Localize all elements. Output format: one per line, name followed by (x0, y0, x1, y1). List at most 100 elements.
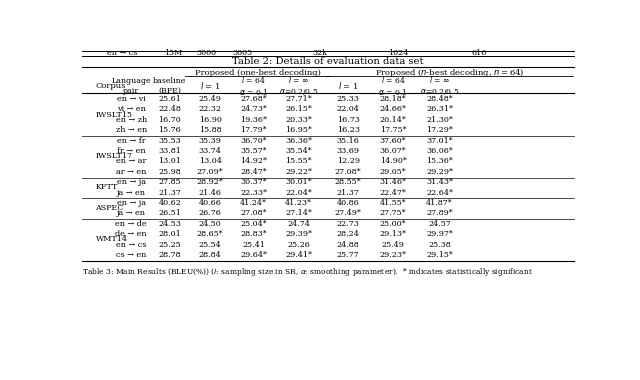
Text: 36.07*: 36.07* (380, 147, 406, 155)
Text: 35.54*: 35.54* (285, 147, 312, 155)
Text: 21.37: 21.37 (159, 188, 181, 196)
Text: 16.95*: 16.95* (285, 126, 312, 134)
Text: 13.04: 13.04 (199, 157, 221, 165)
Text: zh → en: zh → en (116, 126, 147, 134)
Text: WMT14: WMT14 (95, 235, 127, 243)
Text: 21.30*: 21.30* (426, 116, 453, 124)
Text: 17.79*: 17.79* (240, 126, 267, 134)
Text: 24.57: 24.57 (428, 220, 451, 228)
Text: Language
pair: Language pair (111, 77, 151, 95)
Text: 35.16: 35.16 (337, 137, 360, 145)
Text: 16.73: 16.73 (337, 116, 360, 124)
Text: en → fr: en → fr (117, 137, 145, 145)
Text: 40.62: 40.62 (159, 199, 181, 207)
Text: IWSLT17: IWSLT17 (95, 152, 132, 160)
Text: 28.47*: 28.47* (240, 168, 267, 176)
Text: 3000: 3000 (196, 49, 216, 57)
Text: 35.53: 35.53 (159, 137, 181, 145)
Text: 33.81: 33.81 (159, 147, 181, 155)
Text: 30.01*: 30.01* (285, 178, 312, 186)
Text: en → ja: en → ja (116, 199, 146, 207)
Text: 29.41*: 29.41* (285, 251, 312, 259)
Text: 25.98: 25.98 (159, 168, 181, 176)
Text: 24.53: 24.53 (159, 220, 181, 228)
Text: de → en: de → en (115, 230, 147, 238)
Text: en → cs: en → cs (108, 49, 138, 57)
Text: 31.43*: 31.43* (426, 178, 453, 186)
Text: 41.55*: 41.55* (380, 199, 406, 207)
Text: 15M: 15M (164, 49, 182, 57)
Text: 22.04*: 22.04* (285, 188, 312, 196)
Text: $l$ = 64
$\alpha$ = 0.1: $l$ = 64 $\alpha$ = 0.1 (378, 74, 408, 97)
Text: 36.36*: 36.36* (285, 137, 312, 145)
Text: 26.31*: 26.31* (426, 106, 453, 114)
Text: 25.26: 25.26 (287, 241, 310, 249)
Text: 14.90*: 14.90* (380, 157, 406, 165)
Text: 27.89*: 27.89* (426, 209, 453, 217)
Text: 40.66: 40.66 (199, 199, 221, 207)
Text: 21.46: 21.46 (198, 188, 221, 196)
Text: 25.00*: 25.00* (380, 220, 406, 228)
Text: 27.08*: 27.08* (240, 209, 267, 217)
Text: 27.09*: 27.09* (197, 168, 223, 176)
Text: $l$ = $\infty$
$\alpha$=0.2/0.5: $l$ = $\infty$ $\alpha$=0.2/0.5 (279, 74, 318, 97)
Text: 28.55*: 28.55* (335, 178, 362, 186)
Text: en → zh: en → zh (116, 116, 147, 124)
Text: 22.47*: 22.47* (380, 188, 406, 196)
Text: 25.33: 25.33 (337, 95, 360, 103)
Text: 22.32: 22.32 (198, 106, 221, 114)
Text: 29.05*: 29.05* (380, 168, 406, 176)
Text: 14.92*: 14.92* (240, 157, 267, 165)
Text: 22.33*: 22.33* (240, 188, 267, 196)
Text: 15.76: 15.76 (159, 126, 181, 134)
Text: 28.18*: 28.18* (380, 95, 406, 103)
Text: 30.37*: 30.37* (240, 178, 267, 186)
Text: 29.22*: 29.22* (285, 168, 312, 176)
Text: 24.66*: 24.66* (380, 106, 406, 114)
Text: en → ar: en → ar (116, 157, 147, 165)
Text: 28.92*: 28.92* (196, 178, 223, 186)
Text: 29.15*: 29.15* (426, 251, 453, 259)
Text: ar → en: ar → en (116, 168, 147, 176)
Text: 29.29*: 29.29* (426, 168, 453, 176)
Text: 15.88: 15.88 (199, 126, 221, 134)
Text: en → de: en → de (115, 220, 147, 228)
Text: en → ja: en → ja (116, 178, 146, 186)
Text: 15.36*: 15.36* (426, 157, 453, 165)
Text: 20.14*: 20.14* (380, 116, 406, 124)
Text: 27.68*: 27.68* (240, 95, 267, 103)
Text: $l$ = 1: $l$ = 1 (338, 80, 358, 91)
Text: 25.38: 25.38 (428, 241, 451, 249)
Text: 16.70: 16.70 (159, 116, 181, 124)
Text: 25.04*: 25.04* (240, 220, 267, 228)
Text: 12.29: 12.29 (337, 157, 360, 165)
Text: 26.15*: 26.15* (285, 106, 312, 114)
Text: 26.76: 26.76 (199, 209, 221, 217)
Text: 25.49: 25.49 (199, 95, 221, 103)
Text: 27.08*: 27.08* (335, 168, 362, 176)
Text: 28.24: 28.24 (337, 230, 360, 238)
Text: vi → en: vi → en (116, 106, 145, 114)
Text: 28.83*: 28.83* (240, 230, 267, 238)
Text: 17.29*: 17.29* (426, 126, 453, 134)
Text: cs → en: cs → en (116, 251, 147, 259)
Text: 27.71*: 27.71* (285, 95, 312, 103)
Text: 27.49*: 27.49* (335, 209, 362, 217)
Text: $l$ = $\infty$
$\alpha$=0.2/0.5: $l$ = $\infty$ $\alpha$=0.2/0.5 (420, 74, 460, 97)
Text: $l$ = 64
$\alpha$ = 0.1: $l$ = 64 $\alpha$ = 0.1 (239, 74, 268, 97)
Text: 25.49: 25.49 (381, 241, 404, 249)
Text: 27.14*: 27.14* (285, 209, 312, 217)
Text: Table 2: Details of evaluation data set: Table 2: Details of evaluation data set (232, 57, 424, 66)
Text: 41.87*: 41.87* (426, 199, 453, 207)
Text: ja → en: ja → en (116, 209, 146, 217)
Text: 25.25: 25.25 (159, 241, 181, 249)
Text: ASPEC: ASPEC (95, 204, 124, 212)
Text: 36.06*: 36.06* (426, 147, 453, 155)
Text: 31.46*: 31.46* (380, 178, 406, 186)
Text: 37.60*: 37.60* (380, 137, 406, 145)
Text: IWSLT15: IWSLT15 (95, 111, 132, 119)
Text: Proposed ($n$-best decoding, $n$ = 64): Proposed ($n$-best decoding, $n$ = 64) (375, 66, 524, 79)
Text: 29.23*: 29.23* (380, 251, 406, 259)
Text: Table 3: Main Results (BLEU(%)) ($l$: sampling size in SR, $\alpha$: smoothing p: Table 3: Main Results (BLEU(%)) ($l$: sa… (83, 266, 533, 278)
Text: 19.36*: 19.36* (240, 116, 267, 124)
